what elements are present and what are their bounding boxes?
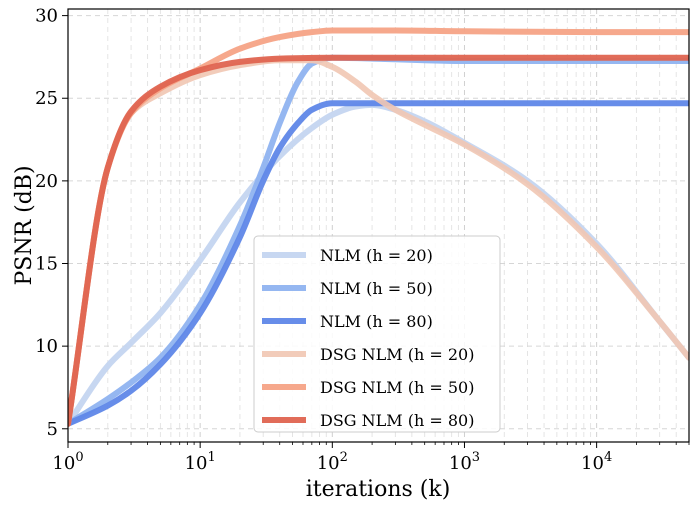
legend: NLM (h = 20) NLM (h = 50) NLM (h = 80) DSG …: [253, 235, 501, 433]
y-tick-label: 30: [35, 6, 58, 27]
legend-label-6: DSG NLM (h = 80): [320, 411, 474, 430]
legend-label-1: NLM (h = 20): [320, 246, 433, 265]
legend-label-5: DSG NLM (h = 50): [320, 378, 474, 397]
y-tick-label: 10: [35, 336, 58, 357]
x-axis-label: iterations (k): [306, 477, 451, 502]
y-tick-label: 20: [35, 171, 58, 192]
series-line-6: [68, 54, 689, 427]
legend-box: [253, 235, 501, 433]
series-line-3: [68, 100, 689, 427]
y-axis-label: PSNR (dB): [12, 165, 37, 285]
series-line-2: [68, 54, 689, 427]
legend-label-4: DSG NLM (h = 20): [320, 345, 474, 364]
y-tick-label: 15: [35, 254, 58, 275]
plot-frame: [67, 8, 690, 443]
legend-label-3: NLM (h = 80): [320, 312, 433, 331]
legend-label-2: NLM (h = 50): [320, 279, 433, 298]
y-tick-label: 25: [35, 88, 58, 109]
series-lines: [68, 27, 689, 427]
y-tick-label: 5: [47, 419, 58, 440]
